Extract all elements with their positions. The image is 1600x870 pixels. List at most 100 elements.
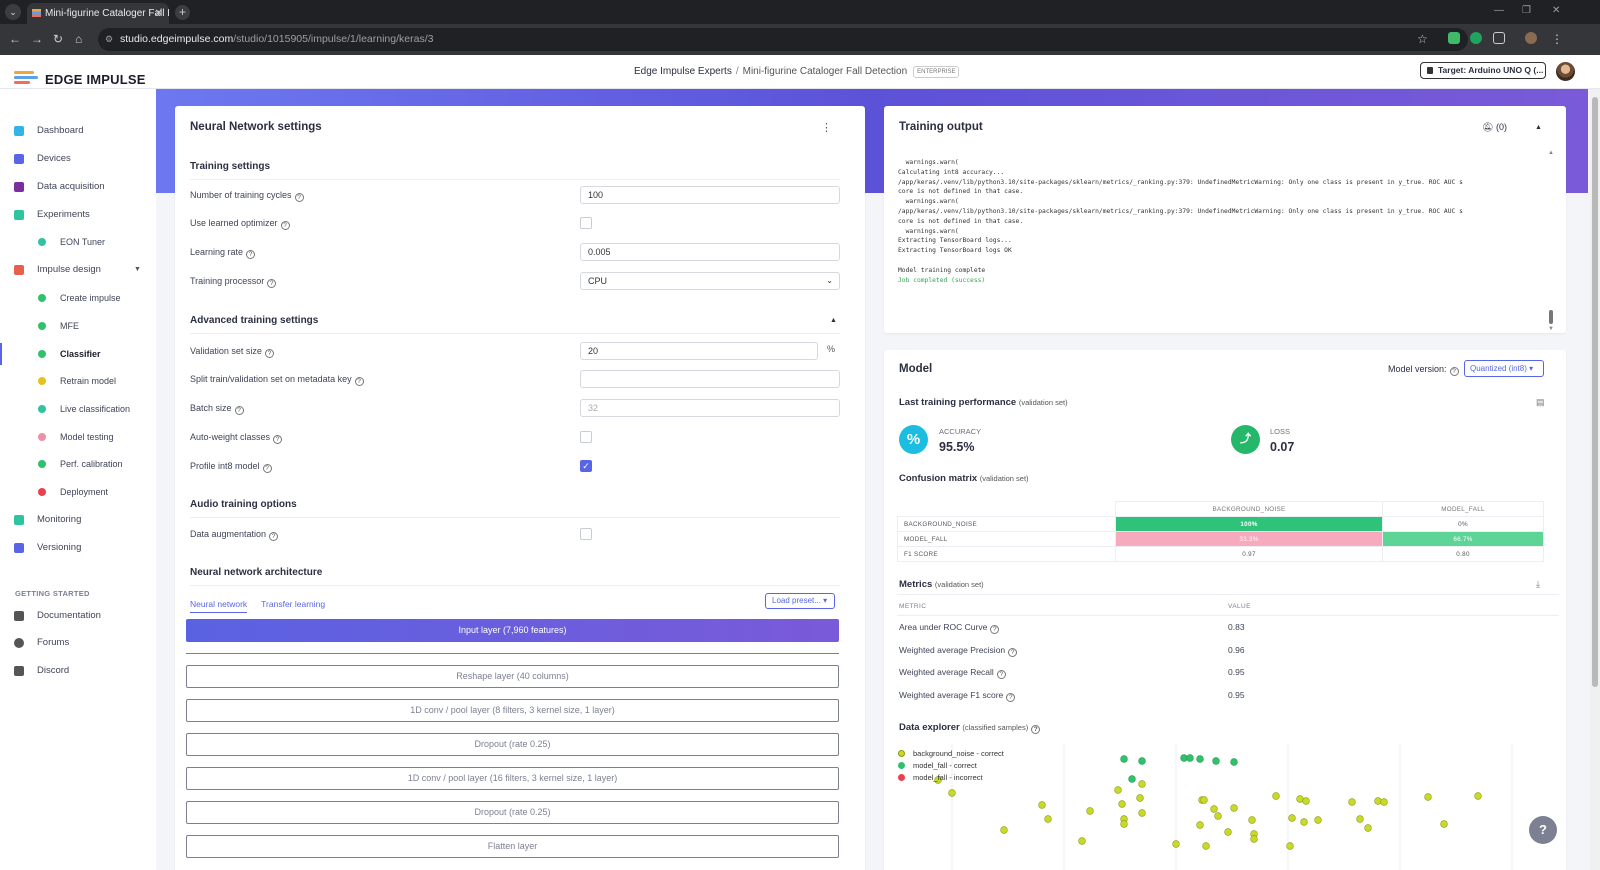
scatter-point[interactable] <box>1138 757 1146 765</box>
sidebar-item-experiments[interactable]: Experiments <box>0 204 156 226</box>
reload-icon[interactable]: ↻ <box>53 32 64 46</box>
grammarly-extension-icon[interactable] <box>1470 32 1482 44</box>
tab-transfer-learning[interactable]: Transfer learning <box>261 599 326 609</box>
scatter-point[interactable] <box>1230 804 1238 812</box>
help-icon[interactable]: ? <box>273 435 283 444</box>
scatter-point[interactable] <box>1000 826 1008 834</box>
training-processor-select[interactable]: CPU ⌄ <box>580 272 840 290</box>
scatter-point[interactable] <box>1200 796 1208 804</box>
sidebar-item-dashboard[interactable]: Dashboard <box>0 120 156 142</box>
scatter-point[interactable] <box>1172 840 1180 848</box>
sidebar-item-create-impulse[interactable]: Create impulse <box>0 287 156 309</box>
target-device-button[interactable]: Target: Arduino UNO Q (... <box>1420 62 1546 79</box>
legend-item[interactable]: model_fall - incorrect <box>898 772 1004 784</box>
scatter-point[interactable] <box>1212 757 1220 765</box>
chart-icon[interactable]: ▤ <box>1536 397 1545 407</box>
sidebar-item-forums[interactable]: Forums <box>0 632 156 654</box>
user-avatar[interactable] <box>1556 62 1575 81</box>
help-icon[interactable]: ? <box>1449 367 1459 376</box>
scatter-point[interactable] <box>1196 755 1204 763</box>
sidebar-item-perf-calibration[interactable]: Perf. calibration <box>0 453 156 475</box>
scatter-point[interactable] <box>1314 816 1322 824</box>
sidebar-item-documentation[interactable]: Documentation <box>0 605 156 627</box>
help-icon[interactable]: ? <box>280 221 290 230</box>
learned-optimizer-checkbox[interactable] <box>580 217 592 229</box>
help-icon[interactable]: ? <box>262 464 272 473</box>
close-tab-icon[interactable]: ✕ <box>154 8 163 19</box>
sidebar-item-devices[interactable]: Devices <box>0 148 156 170</box>
scatter-point[interactable] <box>1364 824 1372 832</box>
conv-layer-1[interactable]: 1D conv / pool layer (8 filters, 3 kerne… <box>186 699 839 722</box>
scatter-point[interactable] <box>1128 775 1136 783</box>
data-augmentation-checkbox[interactable] <box>580 528 592 540</box>
legend-item[interactable]: model_fall - correct <box>898 760 1004 772</box>
scatter-point[interactable] <box>1440 820 1448 828</box>
scatter-point[interactable] <box>1348 798 1356 806</box>
close-window-icon[interactable]: ✕ <box>1552 5 1561 16</box>
sidebar-item-data-acquisition[interactable]: Data acquisition <box>0 176 156 198</box>
scatter-point[interactable] <box>1380 798 1388 806</box>
scatter-point[interactable] <box>1120 820 1128 828</box>
help-icon[interactable]: ? <box>1006 693 1016 702</box>
load-preset-button[interactable]: Load preset... ▾ <box>765 593 835 609</box>
scatter-point[interactable] <box>1272 792 1280 800</box>
browser-tab[interactable]: Mini-figurine Cataloger Fall Det ✕ <box>27 3 169 24</box>
flatten-layer[interactable]: Flatten layer <box>186 835 839 858</box>
input-layer[interactable]: Input layer (7,960 features) <box>186 619 839 642</box>
scatter-point[interactable] <box>1114 786 1122 794</box>
scatter-point[interactable] <box>1210 805 1218 813</box>
notification-toggle[interactable]: 🔕︎ (0) <box>1482 122 1507 132</box>
sidebar-item-discord[interactable]: Discord <box>0 660 156 682</box>
scatter-point[interactable] <box>948 789 956 797</box>
home-icon[interactable]: ⌂ <box>75 32 83 46</box>
log-scrollbar[interactable]: ▲ ▼ <box>1548 150 1554 332</box>
browser-menu-icon[interactable]: ⋮ <box>1551 32 1563 46</box>
conv-layer-2[interactable]: 1D conv / pool layer (16 filters, 3 kern… <box>186 767 839 790</box>
new-tab-button[interactable]: + <box>175 5 190 20</box>
sidebar-item-eon-tuner[interactable]: EON Tuner <box>0 231 156 253</box>
sidebar-item-monitoring[interactable]: Monitoring <box>0 509 156 531</box>
help-icon[interactable]: ? <box>1008 648 1018 657</box>
training-cycles-input[interactable]: 100 <box>580 186 840 204</box>
sidebar-item-live-classification[interactable]: Live classification <box>0 398 156 420</box>
scatter-point[interactable] <box>1120 755 1128 763</box>
help-icon[interactable]: ? <box>996 670 1006 679</box>
breadcrumb-project[interactable]: Mini-figurine Cataloger Fall Detection <box>742 66 908 77</box>
validation-size-input[interactable]: 20 <box>580 342 818 360</box>
scatter-point[interactable] <box>1202 842 1210 850</box>
scatter-point[interactable] <box>1250 835 1258 843</box>
scatter-point[interactable] <box>1038 801 1046 809</box>
scatter-point[interactable] <box>1138 809 1146 817</box>
forward-icon[interactable]: → <box>31 32 43 46</box>
help-icon[interactable]: ? <box>990 625 1000 634</box>
sidebar-item-mfe[interactable]: MFE <box>0 315 156 337</box>
scatter-point[interactable] <box>1230 758 1238 766</box>
tab-neural-network[interactable]: Neural network <box>190 599 248 613</box>
help-icon[interactable]: ? <box>234 406 244 415</box>
breadcrumb-org[interactable]: Edge Impulse Experts <box>634 66 732 77</box>
auto-weight-checkbox[interactable] <box>580 431 592 443</box>
scatter-point[interactable] <box>1214 812 1222 820</box>
help-icon[interactable]: ? <box>264 349 274 358</box>
scatter-point[interactable] <box>1474 792 1482 800</box>
model-version-select[interactable]: Quantized (int8) ▾ <box>1464 360 1544 377</box>
tab-search-icon[interactable]: ⌄ <box>5 4 21 20</box>
split-metadata-input[interactable] <box>580 370 840 388</box>
scatter-point[interactable] <box>1044 815 1052 823</box>
profile-avatar-icon[interactable] <box>1525 32 1537 44</box>
data-explorer-scatter[interactable] <box>884 740 1566 870</box>
scatter-point[interactable] <box>1086 807 1094 815</box>
reshape-layer[interactable]: Reshape layer (40 columns) <box>186 665 839 688</box>
download-icon[interactable]: ⤓ <box>1536 579 1540 589</box>
scatter-point[interactable] <box>1286 842 1294 850</box>
restore-icon[interactable]: ❐ <box>1522 5 1531 16</box>
site-info-icon[interactable]: ⚙ <box>105 34 114 44</box>
legend-item[interactable]: background_noise - correct <box>898 748 1004 760</box>
scatter-point[interactable] <box>1300 818 1308 826</box>
learning-rate-input[interactable]: 0.005 <box>580 243 840 261</box>
shield-extension-icon[interactable] <box>1448 32 1460 44</box>
scatter-point[interactable] <box>1118 800 1126 808</box>
collapse-chevron-icon[interactable]: ▲ <box>1535 124 1542 131</box>
dropout-layer-1[interactable]: Dropout (rate 0.25) <box>186 733 839 756</box>
scatter-point[interactable] <box>1356 815 1364 823</box>
